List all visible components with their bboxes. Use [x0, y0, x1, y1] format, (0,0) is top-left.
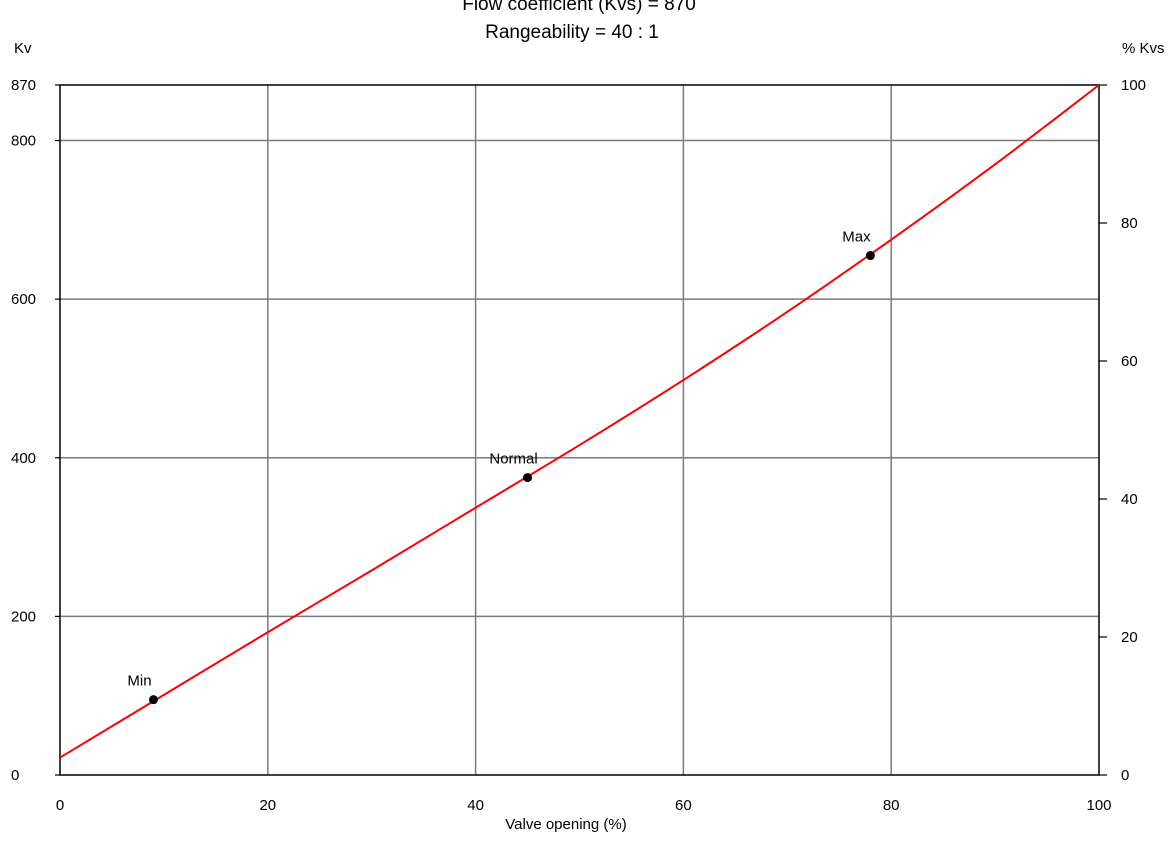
point-max-marker [865, 251, 875, 261]
point-min-marker [149, 695, 159, 705]
y-left-tick-label: 400 [11, 450, 36, 467]
y-right-tick-label: 100 [1121, 77, 1146, 94]
y-right-tick-label: 40 [1121, 491, 1138, 508]
kv-curve-line [59, 84, 1100, 759]
y-left-tick-label: 0 [11, 767, 19, 784]
x-axis-title: Valve opening (%) [505, 816, 626, 833]
points-layer: Min Normal Max [127, 229, 875, 705]
point-normal-label: Normal [489, 451, 537, 468]
y-right-axis-title: % Kvs [1122, 40, 1165, 57]
point-min-label: Min [127, 673, 151, 690]
x-tick-label: 40 [467, 797, 484, 814]
y-left-tick-label: 200 [11, 608, 36, 625]
x-tick-label: 100 [1086, 797, 1111, 814]
x-tick-label: 20 [259, 797, 276, 814]
x-tick-label: 60 [675, 797, 692, 814]
y-right-tick-label: 20 [1121, 629, 1138, 646]
chart-title-cut: Flow coefficient (Kvs) = 870 [462, 0, 696, 15]
curve-layer [59, 84, 1100, 759]
point-max-label: Max [842, 229, 871, 246]
x-tick-label: 0 [56, 797, 64, 814]
grid-lines [60, 85, 1099, 775]
y-left-tick-label: 870 [11, 77, 36, 94]
ticks-layer: 0 20 40 60 80 100 0 200 400 600 800 870 0 20 40 60 80 100 [11, 77, 1146, 814]
chart-title: Rangeability = 40 : 1 [485, 22, 659, 43]
point-normal-marker [523, 473, 533, 483]
x-tick-label: 80 [883, 797, 900, 814]
y-left-axis-title: Kv [14, 40, 32, 57]
y-right-tick-label: 0 [1121, 767, 1129, 784]
y-right-tick-label: 80 [1121, 215, 1138, 232]
y-left-tick-label: 800 [11, 133, 36, 150]
y-right-tick-label: 60 [1121, 353, 1138, 370]
plot-frame [59, 84, 1100, 776]
y-left-tick-label: 600 [11, 291, 36, 308]
